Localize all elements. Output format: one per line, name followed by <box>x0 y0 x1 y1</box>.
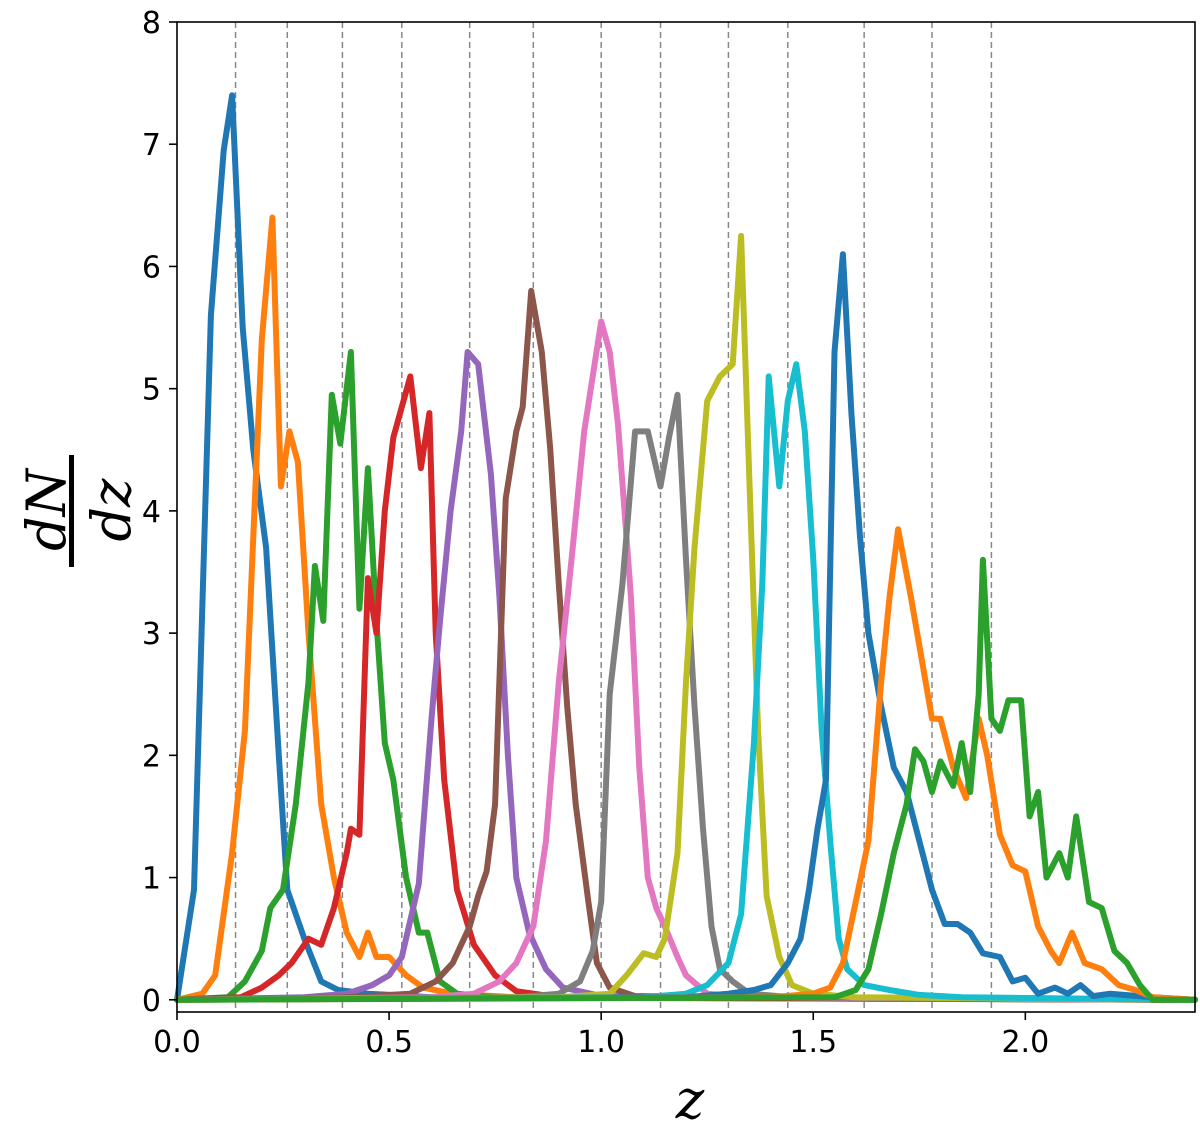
chart-series <box>174 92 1198 1003</box>
x-tick-label: 2.0 <box>1001 1025 1049 1060</box>
series-line <box>174 349 1198 1003</box>
y-tick-label: 8 <box>142 6 161 41</box>
series-line <box>174 361 1198 1003</box>
series-line <box>174 349 1198 1003</box>
series-line <box>174 232 1198 1003</box>
x-tick-label: 0.0 <box>153 1025 201 1060</box>
y-tick-label: 4 <box>142 495 161 530</box>
bin-edge-lines <box>234 22 993 1012</box>
x-tick-label: 0.5 <box>365 1025 413 1060</box>
y-tick-label: 6 <box>142 250 161 285</box>
x-tick-label: 1.0 <box>577 1025 625 1060</box>
x-axis: 0.0 0.5 1.0 1.5 2.0 <box>153 1012 1049 1060</box>
series-line <box>174 526 1198 1003</box>
plot-frame <box>176 21 1196 1013</box>
y-axis-label-numerator: dN <box>15 467 78 551</box>
y-tick-label: 3 <box>142 617 161 652</box>
y-tick-label: 1 <box>142 862 161 897</box>
y-axis-label-fraction-bar <box>69 455 74 567</box>
series-line <box>174 318 1198 1003</box>
series-line <box>174 556 1198 1003</box>
x-tick-label: 1.5 <box>789 1025 837 1060</box>
y-tick-label: 5 <box>142 373 161 408</box>
series-line <box>174 391 1198 1003</box>
series-line <box>174 287 1198 1003</box>
series-line <box>174 373 1198 1003</box>
y-tick-label: 0 <box>142 984 161 1019</box>
y-tick-label: 2 <box>142 739 161 774</box>
y-tick-label: 7 <box>142 128 161 163</box>
y-axis: 0 1 2 3 4 5 6 7 8 <box>142 6 177 1019</box>
x-axis-label: z <box>675 1068 705 1131</box>
y-axis-label: dN dz <box>15 455 143 567</box>
y-axis-label-denominator: dz <box>80 478 143 542</box>
series-line <box>174 214 1198 1003</box>
series-line <box>174 251 1198 1003</box>
